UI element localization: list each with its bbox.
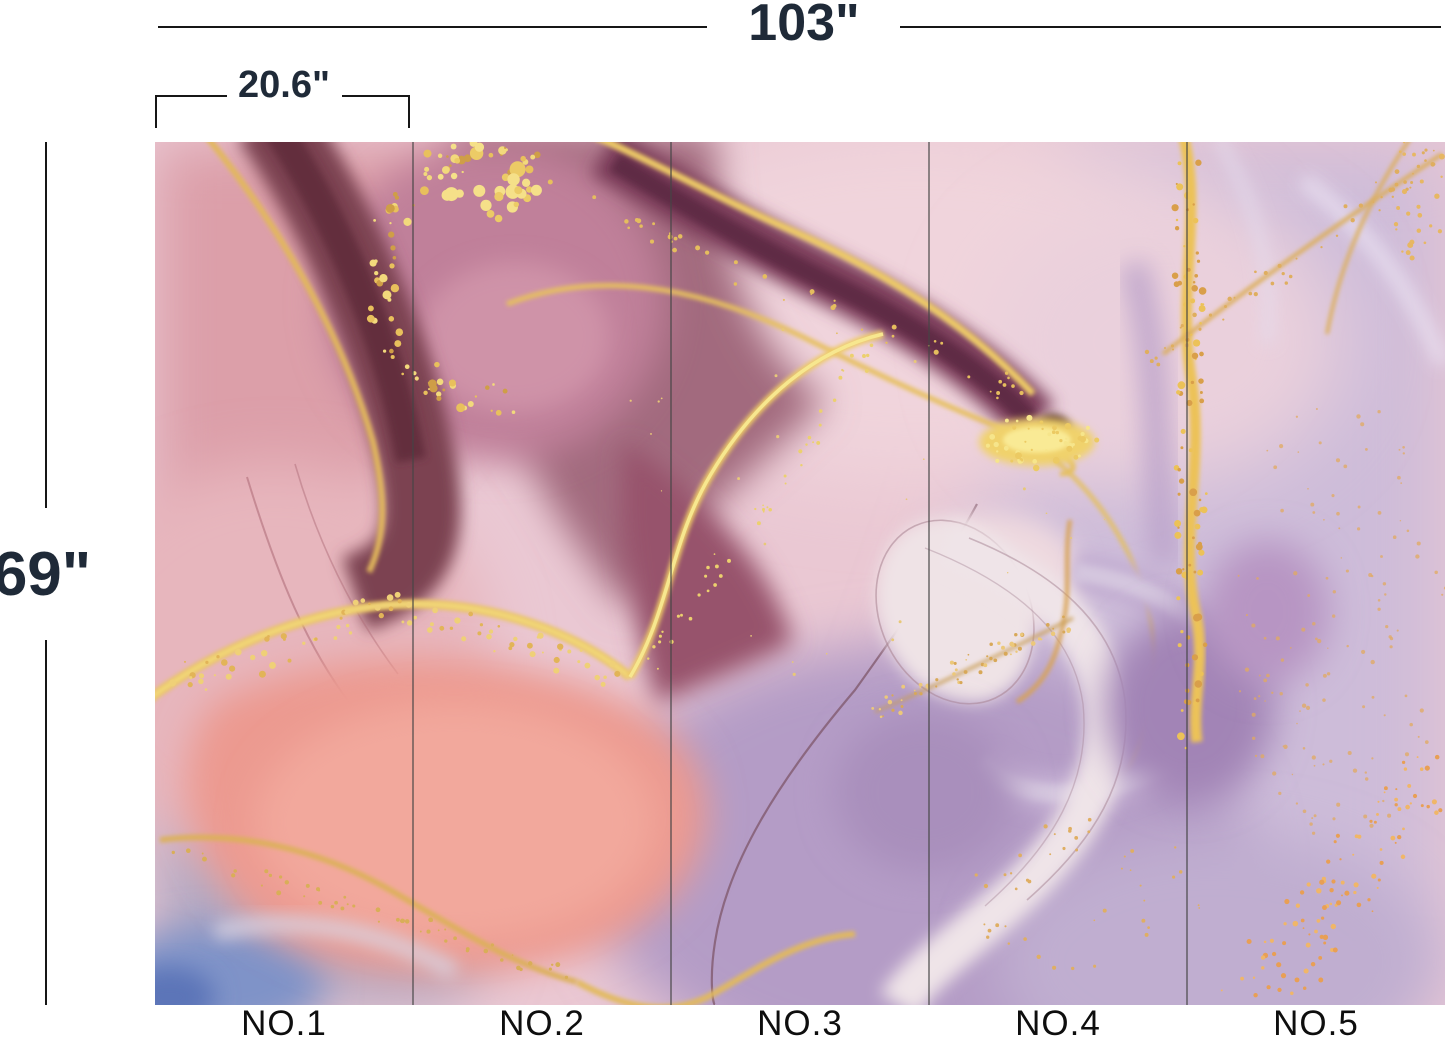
panel-width-line-right <box>342 95 410 97</box>
panel-width-tick-left <box>155 95 157 128</box>
speckle-center-sparse <box>629 328 1106 676</box>
gold-vein-grand-sweep-bright <box>628 332 884 678</box>
maroon-band-core <box>268 142 426 463</box>
speckle-diag-boundary <box>871 615 1072 719</box>
speckle-salmon-rim-a <box>169 591 412 691</box>
gold-vein-swirl-edge <box>1015 519 1072 704</box>
speckle-ring-dome <box>366 146 553 416</box>
gold-vein-band-edge <box>207 142 386 574</box>
panel-width-tick-right <box>408 95 410 128</box>
gold-vein-right-vertical <box>1179 142 1206 743</box>
speckle-ribbon-top <box>592 195 1024 400</box>
panel-label-no1: NO.1 <box>241 1004 327 1039</box>
plum-wedge <box>621 442 793 704</box>
panel-label-no4: NO.4 <box>1015 1004 1101 1039</box>
gold-vein-bottomleft <box>159 834 578 985</box>
speckle-topright-corner <box>1393 142 1445 261</box>
wallpaper-mural-image <box>155 142 1445 1005</box>
plum-ribbon-core <box>609 153 1038 427</box>
panel-label-no3: NO.3 <box>757 1004 843 1039</box>
panel-label-no5: NO.5 <box>1273 1004 1359 1039</box>
gold-vein-bottom-boundary <box>575 931 856 1005</box>
mauve-shadow-2 <box>1205 540 1329 684</box>
lavender-bottomright-field <box>995 832 1435 1005</box>
height-line-bottom <box>45 640 47 1005</box>
white-marble-streak-bottomleft <box>212 915 460 980</box>
panel-label-no2: NO.2 <box>499 1004 585 1039</box>
lavender-shadow-streak <box>1119 259 1179 566</box>
gold-vein-salmon-rim-bright <box>155 601 632 698</box>
rose-vein-2 <box>294 463 399 675</box>
speckle-topright-diag <box>1144 148 1436 367</box>
speckle-bottomleft-vein <box>171 848 569 980</box>
purple-patch-center <box>835 712 1015 872</box>
panel-width-dimension-label: 20.6" <box>238 64 330 106</box>
white-streak-topright-2 <box>1213 142 1275 345</box>
speckle-lowerright-diag <box>1220 754 1443 998</box>
speckle-bottom-purple <box>974 817 1201 971</box>
marble-artwork-canvas <box>155 142 1445 1005</box>
speckle-right-wash <box>1237 407 1445 835</box>
total-width-line-left <box>158 26 707 28</box>
speckle-salmon-rim-b <box>388 599 621 687</box>
speckle-gold-pool <box>985 414 1100 472</box>
gold-vein-topright-2 <box>1325 142 1410 335</box>
gold-vein-ribbon-top <box>599 142 1036 397</box>
mauve-dome-highlight <box>420 262 610 412</box>
speckle-chunk-top <box>437 142 542 223</box>
total-width-dimension-label: 103" <box>748 0 860 52</box>
panel-width-line-left <box>155 95 227 97</box>
cream-swirl-edge-left <box>924 547 1085 907</box>
total-width-line-right <box>900 26 1441 28</box>
white-streak-topright-1 <box>1298 173 1445 368</box>
cream-swirl-band <box>880 521 1128 1005</box>
deep-blue-corner-blob <box>155 967 215 1005</box>
gold-vein-diag-boundary <box>874 616 1074 714</box>
gold-vein-topright-1 <box>1161 152 1444 356</box>
height-dimension-label: 69" <box>0 540 92 609</box>
height-line-top <box>45 142 47 508</box>
salmon-blob-highlight <box>255 702 655 942</box>
